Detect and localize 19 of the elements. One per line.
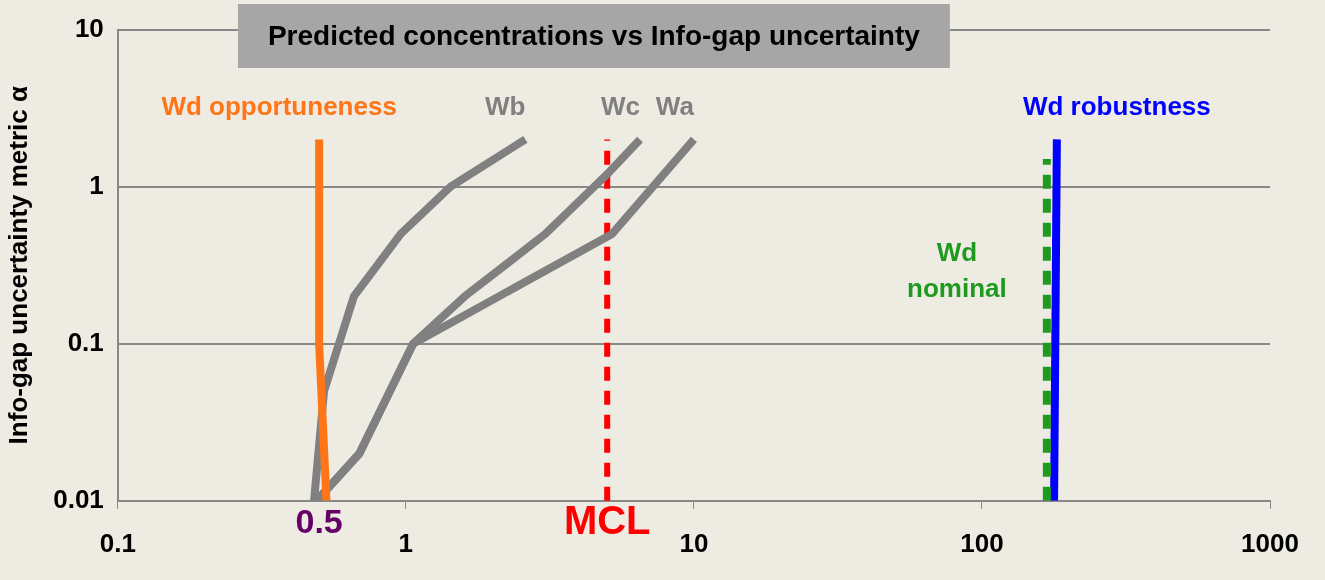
x-tick-label: 0.1 (99, 527, 136, 558)
series-label: Wc (601, 90, 641, 121)
series-label: Wd nominal (907, 237, 1007, 304)
y-tick-label: 0.1 (67, 326, 104, 357)
series-label: Wa (655, 90, 695, 121)
y-tick-label: 0.01 (53, 483, 104, 514)
ref-line-label: MCL (563, 497, 651, 542)
series-label: Wb (484, 90, 526, 121)
y-axis-title: Info-gap uncertainty metric α (2, 86, 33, 445)
x-tick-label: 100 (960, 527, 1004, 558)
x-tick-label: 10 (679, 527, 709, 558)
y-tick-label: 10 (74, 12, 104, 43)
x-tick-label: 1 (398, 527, 414, 558)
y-tick-label: 1 (89, 169, 104, 200)
text: Wd opportuneness (161, 90, 397, 121)
chart-title: Predicted concentrations vs Info-gap uncertainty (267, 19, 921, 51)
series-label: Wd robustness (1022, 90, 1211, 121)
annotation: 0.5 (295, 502, 343, 541)
x-tick-label: 1000 (1241, 527, 1299, 558)
